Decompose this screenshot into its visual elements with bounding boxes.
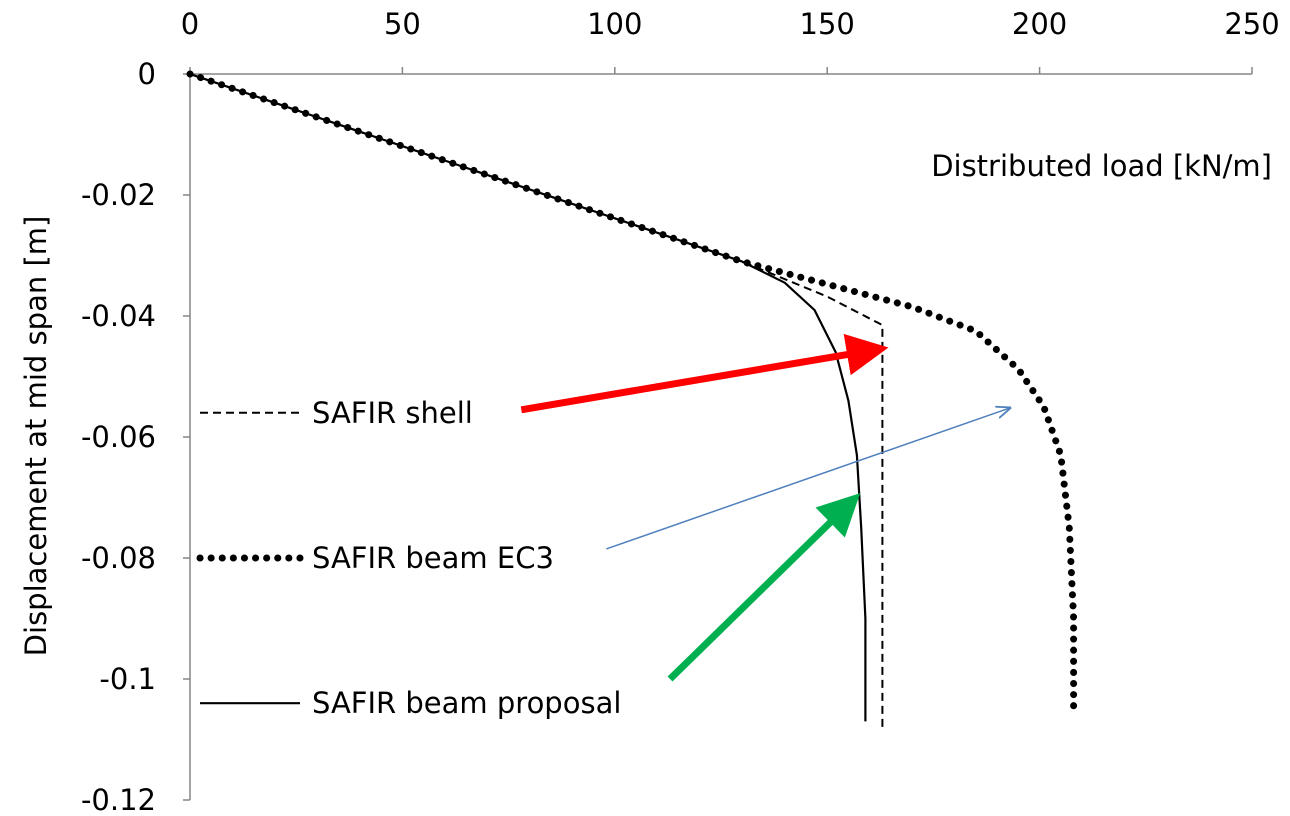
y-tick-label: -0.12 (81, 783, 156, 816)
legend-label: SAFIR beam EC3 (312, 541, 554, 575)
green-arrow (667, 493, 861, 682)
legend: SAFIR shell SAFIR beam EC3 SAFIR beam prop… (196, 396, 621, 720)
legend-label: SAFIR shell (312, 396, 473, 430)
annotations (520, 333, 1010, 682)
x-tick-label: 100 (587, 7, 642, 41)
x-tick-label: 50 (384, 7, 421, 41)
series-group (186, 70, 1078, 728)
red-arrow (520, 333, 889, 414)
y-axis-title: Displacement at mid span [m] (19, 216, 53, 657)
x-tick-label: 0 (181, 7, 199, 41)
blue-arrow (606, 408, 1010, 550)
series-line-dotted (186, 70, 1078, 713)
y-tick-label: -0.08 (81, 541, 156, 575)
x-axis-title: Distributed load [kN/m] (931, 149, 1272, 183)
y-tick-label: -0.02 (81, 178, 156, 212)
x-tick-label: 150 (800, 7, 855, 41)
x-tick-label: 250 (1224, 7, 1279, 41)
series-line-dashed (189, 73, 884, 728)
y-tick-label: -0.04 (81, 299, 156, 333)
x-axis-ticks: 0 50 100 150 200 250 (181, 7, 1280, 74)
y-tick-label: 0 (138, 57, 156, 91)
x-tick-label: 200 (1012, 7, 1067, 41)
legend-label: SAFIR beam proposal (312, 686, 621, 720)
y-tick-label: -0.1 (99, 662, 156, 696)
series-line-solid (189, 72, 867, 722)
y-tick-label: -0.06 (81, 420, 156, 454)
y-axis-ticks: 0 -0.02 -0.04 -0.06 -0.08 -0.1 -0.12 (81, 57, 190, 816)
